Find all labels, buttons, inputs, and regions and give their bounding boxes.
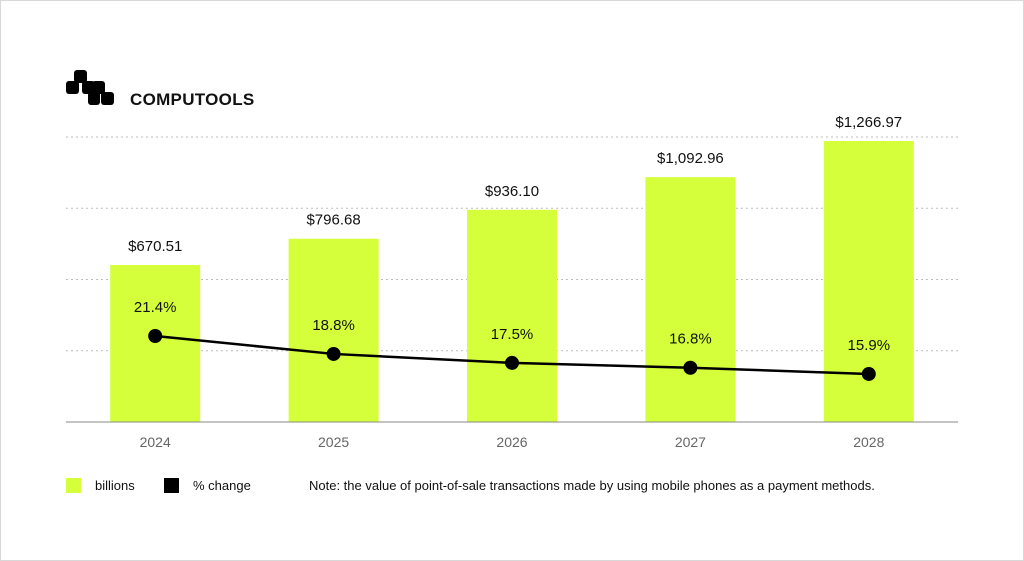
percent-label: 15.9% (848, 337, 891, 354)
percent-point (861, 366, 876, 381)
bar-value-label: $670.51 (128, 238, 182, 255)
bar-value-label: $1,266.97 (835, 114, 902, 131)
bar-value-label: $936.10 (485, 183, 539, 200)
bar-2026 (467, 209, 557, 422)
percent-label: 17.5% (491, 326, 534, 343)
bar-2027 (645, 177, 736, 422)
bar-2024 (110, 264, 201, 422)
x-tick-label: 2025 (318, 434, 349, 450)
bar-2025 (288, 238, 379, 422)
percent-point (683, 360, 698, 375)
bar-value-label: $796.68 (306, 212, 360, 229)
percent-label: 21.4% (134, 299, 177, 316)
legend-swatch-billions (66, 478, 81, 493)
x-tick-label: 2024 (140, 434, 171, 450)
legend-item-billions: billions (66, 478, 135, 493)
percent-point (148, 329, 163, 343)
brand-name: COMPUTOOLS (130, 90, 255, 109)
legend-swatch-change (164, 478, 179, 493)
x-tick-label: 2027 (675, 434, 706, 450)
legend-label: % change (193, 478, 251, 493)
percent-point (505, 355, 519, 370)
percent-label: 16.8% (669, 331, 712, 348)
chart-note: Note: the value of point-of-sale transac… (309, 478, 875, 493)
percent-label: 18.8% (312, 317, 355, 334)
bar-value-label: $1,092.96 (657, 150, 724, 167)
legend-label: billions (95, 478, 135, 493)
computools-logo-icon (66, 70, 122, 108)
x-tick-label: 2028 (853, 434, 884, 450)
percent-point (326, 346, 341, 361)
x-tick-label: 2026 (496, 434, 527, 450)
legend-item-change: % change (164, 478, 251, 493)
